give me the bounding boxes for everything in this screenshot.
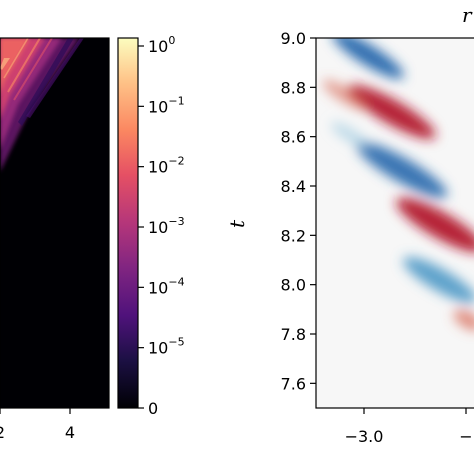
left-heatmap: 2 4 (0, 37, 110, 442)
colorbar-tick-label: 10−2 (148, 155, 185, 177)
right-x-tick-label-partial: − (459, 427, 472, 446)
right-y-axis-label: t (225, 219, 249, 228)
right-x-axis: −3.0 − (345, 408, 473, 446)
right-heatmap-wave-packet (322, 38, 474, 331)
left-x-axis: 2 4 (0, 408, 75, 442)
colorbar-tick-label: 10−1 (148, 94, 185, 116)
left-x-tick-label: 2 (0, 423, 5, 442)
colorbar-ticks: 100 10−1 10−2 10−3 10−4 10−5 0 (138, 34, 185, 418)
right-heatmap-frame (315, 37, 474, 409)
right-y-tick-label: 7.8 (281, 325, 306, 344)
colorbar: 100 10−1 10−2 10−3 10−4 10−5 0 (117, 34, 185, 418)
colorbar-gradient (118, 38, 138, 408)
left-heatmap-light-cone (0, 38, 84, 172)
right-y-tick-label: 8.0 (281, 276, 306, 295)
left-heatmap-frame (0, 37, 110, 409)
right-y-axis: 7.6 7.8 8.0 8.2 8.4 8.6 8.8 9.0 (281, 29, 316, 393)
right-title-partial: r (462, 3, 473, 27)
left-x-tick-label: 4 (65, 423, 75, 442)
colorbar-tick-label: 10−4 (148, 275, 185, 297)
right-x-tick-label: −3.0 (345, 427, 384, 446)
right-heatmap: 7.6 7.8 8.0 8.2 8.4 8.6 8.8 9.0 −3.0 − t r (225, 3, 474, 446)
right-y-tick-label: 8.6 (281, 128, 306, 147)
colorbar-tick-label: 10−3 (148, 215, 185, 237)
right-y-tick-label: 9.0 (281, 29, 306, 48)
right-y-tick-label: 8.4 (281, 177, 306, 196)
right-y-tick-label: 8.2 (281, 226, 306, 245)
right-y-tick-label: 7.6 (281, 374, 306, 393)
colorbar-frame (117, 37, 139, 409)
colorbar-tick-label: 0 (148, 399, 158, 418)
colorbar-tick-label: 100 (148, 34, 175, 56)
right-y-tick-label: 8.8 (281, 78, 306, 97)
colorbar-tick-label: 10−5 (148, 336, 185, 358)
